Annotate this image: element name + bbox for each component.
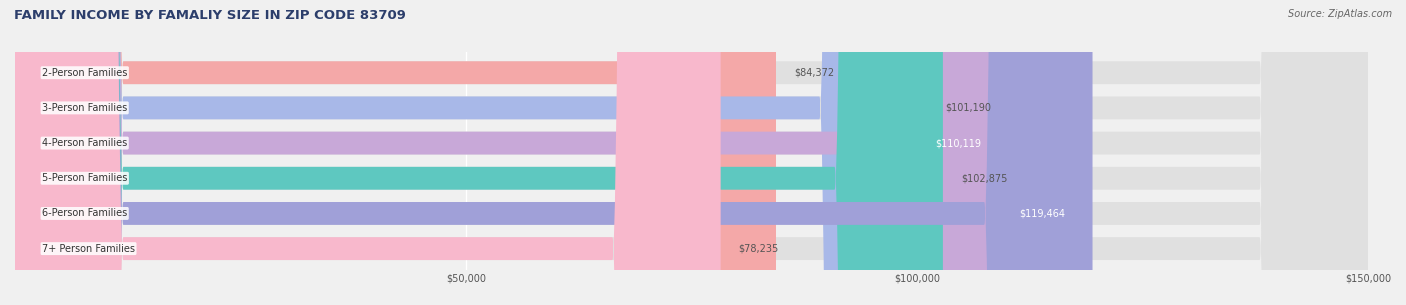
FancyBboxPatch shape [15, 0, 1368, 305]
FancyBboxPatch shape [15, 0, 943, 305]
Text: 4-Person Families: 4-Person Families [42, 138, 128, 148]
FancyBboxPatch shape [15, 0, 1368, 305]
Text: 2-Person Families: 2-Person Families [42, 68, 128, 78]
Text: $119,464: $119,464 [1019, 208, 1066, 218]
Text: 3-Person Families: 3-Person Families [42, 103, 128, 113]
FancyBboxPatch shape [15, 0, 1008, 305]
Text: 5-Person Families: 5-Person Families [42, 173, 128, 183]
Text: $101,190: $101,190 [946, 103, 991, 113]
FancyBboxPatch shape [15, 0, 721, 305]
FancyBboxPatch shape [15, 0, 1368, 305]
Text: 6-Person Families: 6-Person Families [42, 208, 128, 218]
FancyBboxPatch shape [15, 0, 776, 305]
Text: Source: ZipAtlas.com: Source: ZipAtlas.com [1288, 9, 1392, 19]
Text: $102,875: $102,875 [960, 173, 1007, 183]
FancyBboxPatch shape [15, 0, 928, 305]
Text: $84,372: $84,372 [794, 68, 834, 78]
Text: 7+ Person Families: 7+ Person Families [42, 244, 135, 254]
Text: $78,235: $78,235 [738, 244, 779, 254]
FancyBboxPatch shape [15, 0, 1092, 305]
FancyBboxPatch shape [15, 0, 1368, 305]
Text: $110,119: $110,119 [935, 138, 981, 148]
FancyBboxPatch shape [15, 0, 1368, 305]
Text: FAMILY INCOME BY FAMALIY SIZE IN ZIP CODE 83709: FAMILY INCOME BY FAMALIY SIZE IN ZIP COD… [14, 9, 406, 22]
FancyBboxPatch shape [15, 0, 1368, 305]
